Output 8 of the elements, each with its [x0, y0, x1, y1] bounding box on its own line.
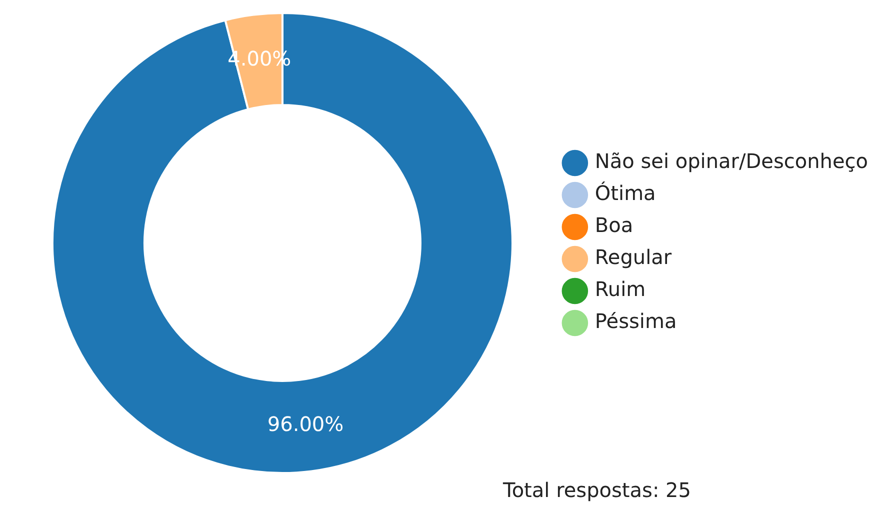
legend-label: Não sei opinar/Desconheço [594, 149, 868, 174]
legend-label: Regular [594, 245, 672, 270]
legend-label: Ótima [594, 181, 656, 206]
text: Total respostas: 25 [503, 478, 691, 502]
legend-label: Péssima [594, 309, 677, 334]
legend-label: Ruim [594, 277, 646, 302]
data-label: 96.00% [267, 412, 344, 436]
legend-label: Boa [594, 213, 634, 238]
